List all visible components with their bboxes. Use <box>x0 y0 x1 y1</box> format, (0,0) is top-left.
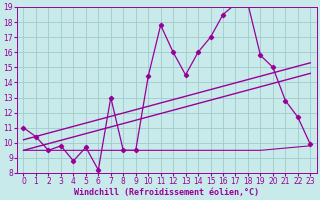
X-axis label: Windchill (Refroidissement éolien,°C): Windchill (Refroidissement éolien,°C) <box>74 188 260 197</box>
